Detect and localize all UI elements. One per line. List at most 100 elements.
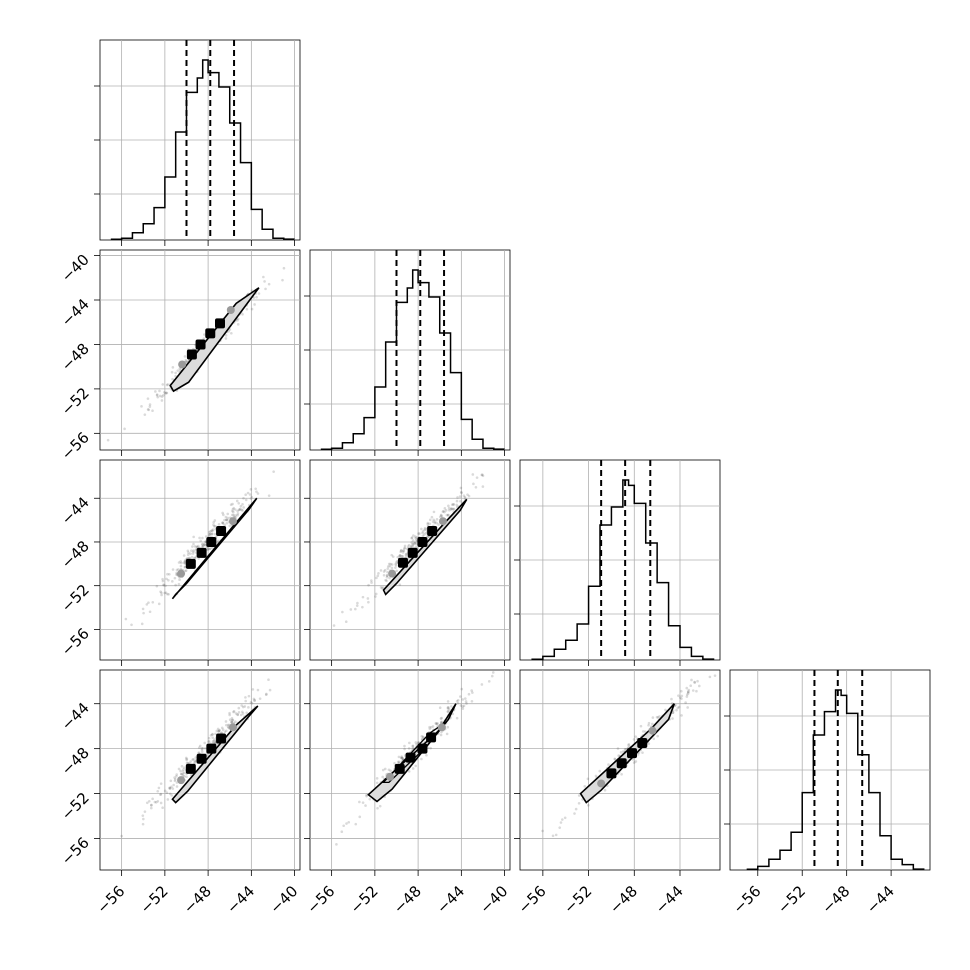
sample-point [141,814,145,817]
sample-point [381,586,385,589]
sample-point [679,689,683,693]
sample-point [449,508,453,511]
sample-point [249,497,253,500]
sample-point [616,747,620,750]
sample-point [267,678,270,682]
sample-point [354,822,358,826]
sample-point [382,573,386,577]
sample-point [157,786,161,790]
sample-point [236,509,239,513]
sample-point [146,408,150,411]
sample-point [617,754,620,757]
sample-point [374,595,377,598]
sample-point [364,804,367,807]
sample-point [141,822,145,826]
sample-point [415,742,418,746]
sample-point [221,511,224,515]
sample-point [632,761,636,764]
sample-point [147,408,151,412]
sample-point [145,603,149,606]
sample-point [400,756,404,760]
sample-point [361,801,365,804]
sample-point [243,705,247,708]
sample-point [399,756,403,760]
sample-point [156,789,160,793]
sample-point [183,559,187,562]
sample-point [120,834,123,838]
sample-point [175,568,179,572]
sample-point [241,312,244,316]
sample-point [471,691,474,694]
sample-point [172,783,175,787]
sample-point [230,720,234,724]
sample-point [162,584,166,587]
sample-point [200,747,204,750]
sample-point [436,721,439,725]
sample-point [409,544,413,548]
sample-point [255,295,258,299]
sample-point [203,333,206,336]
sample-point [446,513,450,517]
sample-point [437,523,440,526]
sample-point [413,541,417,544]
sample-point [462,704,466,708]
sample-point [426,535,429,538]
sample-point [195,545,199,549]
sample-point [175,785,179,788]
sample-point [396,555,400,559]
sample-point [150,806,153,810]
sample-point [164,391,168,395]
sample-point [434,721,438,725]
sample-point [376,574,380,578]
sample-point [403,544,407,548]
sample-point [651,716,655,719]
sample-point [387,562,391,566]
sample-point [183,355,187,358]
sample-point [207,534,211,538]
sample-point [367,600,370,604]
sample-point [231,509,234,513]
sample-point [171,580,174,583]
sample-point [388,576,391,580]
sample-point [236,323,240,326]
sample-point [229,503,233,506]
sample-point [201,542,204,546]
sample-point [447,506,451,510]
sample-point [385,575,389,579]
sample-point [577,801,581,805]
sample-point [471,473,475,476]
sample-point [456,698,460,702]
sample-point [177,582,181,586]
sample-point [397,755,401,759]
sample-point [187,556,191,560]
density-point [177,776,186,785]
sample-point [226,516,230,520]
sample-point [390,566,394,570]
sample-point [375,576,378,580]
sample-point [412,534,415,537]
y-tick-label: −52 [58,581,93,616]
sample-point [421,530,425,533]
sample-point [414,541,417,544]
x-tick-label: −52 [560,882,595,917]
sample-point [151,797,154,801]
sample-point [234,720,237,723]
sample-point [680,694,684,698]
sample-point [156,395,160,399]
sample-point [448,509,451,512]
sample-point [176,369,180,372]
x-tick-label: −52 [137,882,172,917]
sample-point [224,720,228,723]
sample-point [686,690,690,694]
sample-point [439,717,443,720]
sample-point [214,732,217,736]
sample-point [385,574,389,577]
sample-point [450,705,453,708]
sample-point [159,782,163,785]
sample-point [447,504,450,508]
sample-point [209,733,213,737]
density-peak [216,733,227,744]
sample-point [439,733,443,737]
sample-point [463,495,467,499]
sample-point [210,529,214,532]
